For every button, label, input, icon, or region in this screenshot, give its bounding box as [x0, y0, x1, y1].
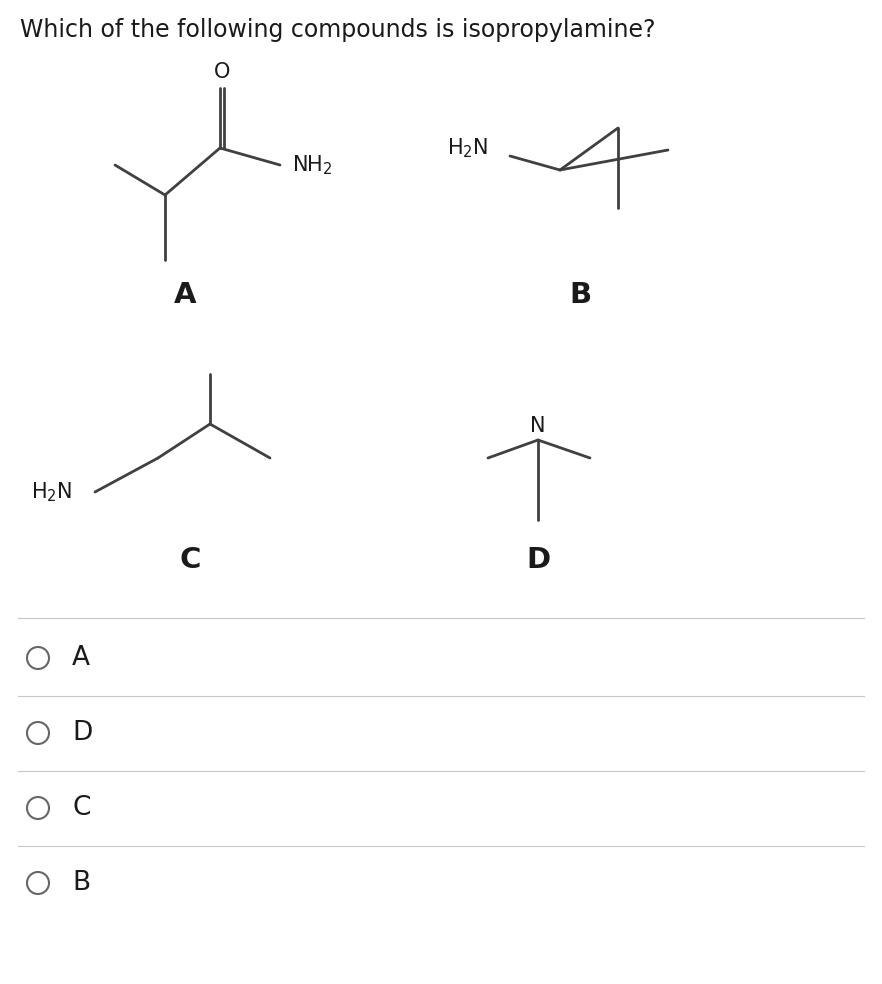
Text: B: B	[569, 281, 591, 309]
Text: H$_2$N: H$_2$N	[446, 136, 488, 159]
Text: C: C	[179, 546, 201, 574]
Text: N: N	[530, 416, 546, 436]
Text: A: A	[72, 645, 90, 671]
Text: NH$_2$: NH$_2$	[292, 154, 333, 177]
Text: H$_2$N: H$_2$N	[31, 480, 72, 504]
Text: A: A	[174, 281, 197, 309]
Text: Which of the following compounds is isopropylamine?: Which of the following compounds is isop…	[20, 18, 655, 42]
Text: C: C	[72, 795, 90, 821]
Text: B: B	[72, 870, 90, 896]
Text: D: D	[526, 546, 550, 574]
Text: O: O	[213, 62, 230, 82]
Text: D: D	[72, 720, 93, 746]
